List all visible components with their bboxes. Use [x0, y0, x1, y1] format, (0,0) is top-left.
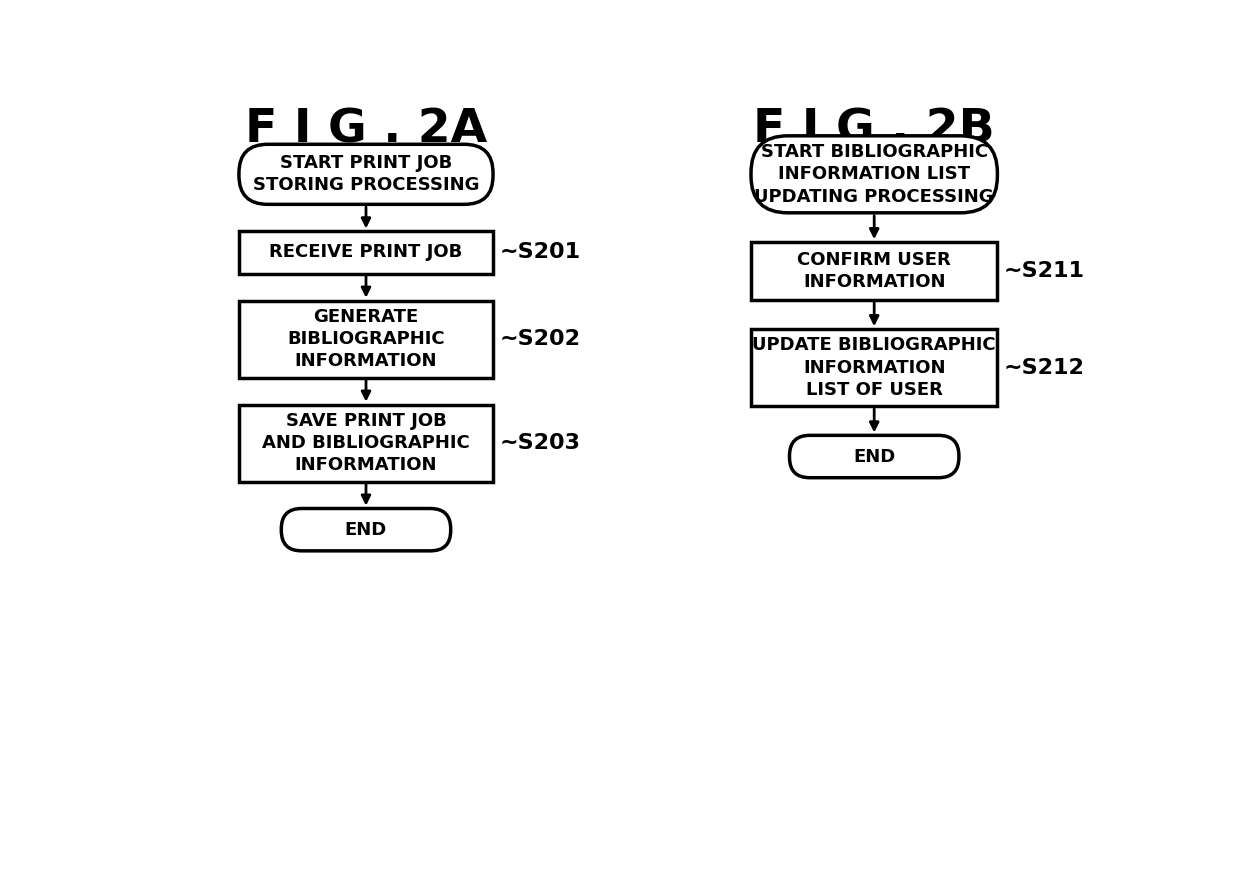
- Text: START PRINT JOB
STORING PROCESSING: START PRINT JOB STORING PROCESSING: [253, 155, 479, 194]
- Text: F I G . 2A: F I G . 2A: [244, 107, 487, 152]
- Bar: [239, 301, 494, 377]
- FancyBboxPatch shape: [790, 435, 959, 478]
- FancyBboxPatch shape: [281, 509, 450, 551]
- Text: START BIBLIOGRAPHIC
INFORMATION LIST
UPDATING PROCESSING: START BIBLIOGRAPHIC INFORMATION LIST UPD…: [754, 143, 994, 205]
- Bar: [751, 242, 997, 300]
- Bar: [751, 329, 997, 406]
- Bar: [239, 405, 494, 481]
- Text: ~S211: ~S211: [1003, 261, 1085, 281]
- Text: UPDATE BIBLIOGRAPHIC
INFORMATION
LIST OF USER: UPDATE BIBLIOGRAPHIC INFORMATION LIST OF…: [753, 337, 996, 399]
- Bar: [239, 231, 494, 274]
- Text: SAVE PRINT JOB
AND BIBLIOGRAPHIC
INFORMATION: SAVE PRINT JOB AND BIBLIOGRAPHIC INFORMA…: [262, 412, 470, 474]
- Text: GENERATE
BIBLIOGRAPHIC
INFORMATION: GENERATE BIBLIOGRAPHIC INFORMATION: [288, 308, 445, 370]
- Text: ~S202: ~S202: [500, 329, 580, 349]
- FancyBboxPatch shape: [239, 144, 494, 204]
- Text: CONFIRM USER
INFORMATION: CONFIRM USER INFORMATION: [797, 250, 951, 291]
- Text: ~S203: ~S203: [500, 433, 580, 453]
- Text: ~S201: ~S201: [500, 242, 580, 263]
- FancyBboxPatch shape: [751, 136, 997, 213]
- Text: END: END: [345, 520, 387, 539]
- Text: END: END: [853, 448, 895, 465]
- Text: ~S212: ~S212: [1003, 358, 1085, 377]
- Text: F I G . 2B: F I G . 2B: [754, 107, 994, 152]
- Text: RECEIVE PRINT JOB: RECEIVE PRINT JOB: [269, 243, 463, 261]
